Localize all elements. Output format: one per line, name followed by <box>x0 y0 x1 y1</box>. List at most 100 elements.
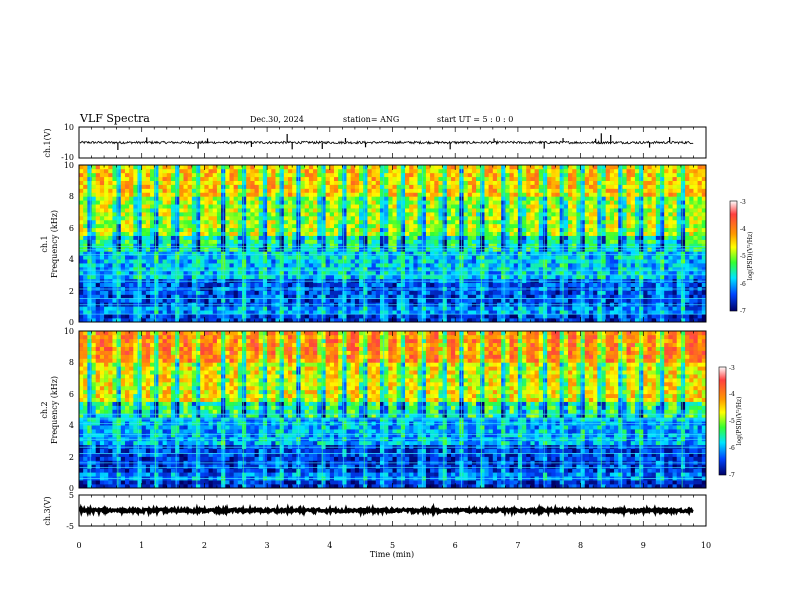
spectrogram-cell <box>321 318 326 323</box>
spectrogram-cell <box>425 290 431 295</box>
spectrogram-cell <box>517 192 523 197</box>
spectrogram-cell <box>279 306 285 311</box>
spectrogram-cell <box>576 180 581 185</box>
spectrogram-cell <box>254 306 260 311</box>
spectrogram-cell <box>141 227 147 233</box>
spectrogram-cell <box>384 235 389 240</box>
spectrogram-cell <box>275 318 280 323</box>
spectrogram-cell <box>120 168 126 174</box>
spectrogram-cell <box>112 290 117 295</box>
spectrogram-cell <box>308 310 314 315</box>
spectrogram-cell <box>530 274 535 280</box>
spectrogram-cell <box>191 235 197 240</box>
spectrogram-cell <box>555 180 560 185</box>
spectrogram-cell <box>522 184 527 189</box>
spectrogram-cell <box>388 314 393 319</box>
spectrogram-cell <box>196 318 201 323</box>
spectrogram-cell <box>329 184 335 189</box>
spectrogram-cell <box>534 318 540 323</box>
spectrogram-cell <box>471 251 477 256</box>
spectrogram-cell <box>342 298 347 303</box>
spectrogram-cell <box>580 176 586 181</box>
spectrogram-cell <box>120 223 126 229</box>
spectrogram-cell <box>141 200 147 205</box>
spectrogram-cell <box>170 188 176 193</box>
spectrogram-cell <box>350 223 356 229</box>
spectrogram-cell <box>329 180 335 185</box>
spectrogram-cell <box>359 235 364 240</box>
spectrogram-cell <box>124 270 130 276</box>
spectrogram-cell <box>476 188 481 193</box>
spectrogram-cell <box>208 243 214 248</box>
spectrogram-cell <box>258 267 264 272</box>
spectrogram-cell <box>170 243 176 248</box>
spectrogram-cell <box>250 165 255 170</box>
spectrogram-cell <box>530 204 535 209</box>
spectrogram-cell <box>95 204 101 209</box>
spectrogram-cell <box>116 318 122 323</box>
spectrogram-cell <box>509 184 515 189</box>
spectrogram-cell <box>354 239 360 244</box>
spectrogram-cell <box>534 243 540 248</box>
spectrogram-cell <box>384 310 389 315</box>
spectrogram-cell <box>534 212 540 217</box>
spectrogram-cell <box>183 188 188 193</box>
spectrogram-cell <box>568 306 573 311</box>
spectrogram-cell <box>87 165 92 170</box>
spectrogram-cell <box>129 196 134 201</box>
spectrogram-cell <box>467 314 473 319</box>
spectrogram-cell <box>112 176 117 181</box>
spectrogram-cell <box>430 176 435 181</box>
spectrogram-cell <box>476 239 481 244</box>
spectrogram-cell <box>534 290 540 295</box>
spectrogram-cell <box>166 204 172 209</box>
spectrogram-cell <box>463 294 469 299</box>
spectrogram-cell <box>405 208 410 213</box>
spectrogram-cell <box>555 235 560 240</box>
spectrogram-cell <box>87 168 92 174</box>
spectrogram-cell <box>480 180 485 185</box>
spectrogram-cell <box>137 235 142 240</box>
spectrogram-cell <box>150 184 155 189</box>
spectrogram-cell <box>438 165 443 170</box>
spectrogram-cell <box>455 192 460 197</box>
spectrogram-cell <box>129 172 134 178</box>
spectrogram-cell <box>208 282 214 287</box>
spectrogram-cell <box>509 255 515 260</box>
spectrogram-cell <box>99 239 105 244</box>
spectrogram-cell <box>250 263 255 268</box>
spectrogram-cell <box>363 310 368 315</box>
spectrogram-cell <box>438 216 443 221</box>
spectrogram-cell <box>292 274 297 280</box>
spectrogram-cell <box>417 306 423 311</box>
spectrogram-cell <box>438 294 443 299</box>
spectrogram-cell <box>338 318 343 323</box>
spectrogram-cell <box>308 231 314 236</box>
spectrogram-cell <box>308 180 314 185</box>
spectrogram-cell <box>338 282 343 287</box>
spectrogram-cell <box>379 168 385 174</box>
spectrogram-cell <box>384 208 389 213</box>
spectrogram-cell <box>204 204 209 209</box>
spectrogram-cell <box>559 318 565 323</box>
spectrogram-cell <box>509 270 515 276</box>
spectrogram-cell <box>442 267 448 272</box>
spectrogram-cell <box>262 243 268 248</box>
spectrogram-cell <box>137 196 142 201</box>
spectrogram-cell <box>267 188 272 193</box>
spectrogram-cell <box>304 267 310 272</box>
spectrogram-cell <box>229 188 234 193</box>
spectrogram-cell <box>129 306 134 311</box>
spectrogram-cell <box>141 219 147 225</box>
spectrogram-cell <box>434 263 439 268</box>
spectrogram-cell <box>455 243 460 248</box>
spectrogram-cell <box>342 290 347 295</box>
figure-title: VLF Spectra <box>79 112 150 125</box>
spectrogram-cell <box>463 290 469 295</box>
spectrogram-cell <box>346 243 351 248</box>
spectrogram-cell <box>413 165 418 170</box>
spectrogram-cell <box>522 180 527 185</box>
spectrogram-cell <box>254 259 260 264</box>
spectrogram-cell <box>145 184 151 189</box>
spectrogram-cell <box>300 263 306 268</box>
